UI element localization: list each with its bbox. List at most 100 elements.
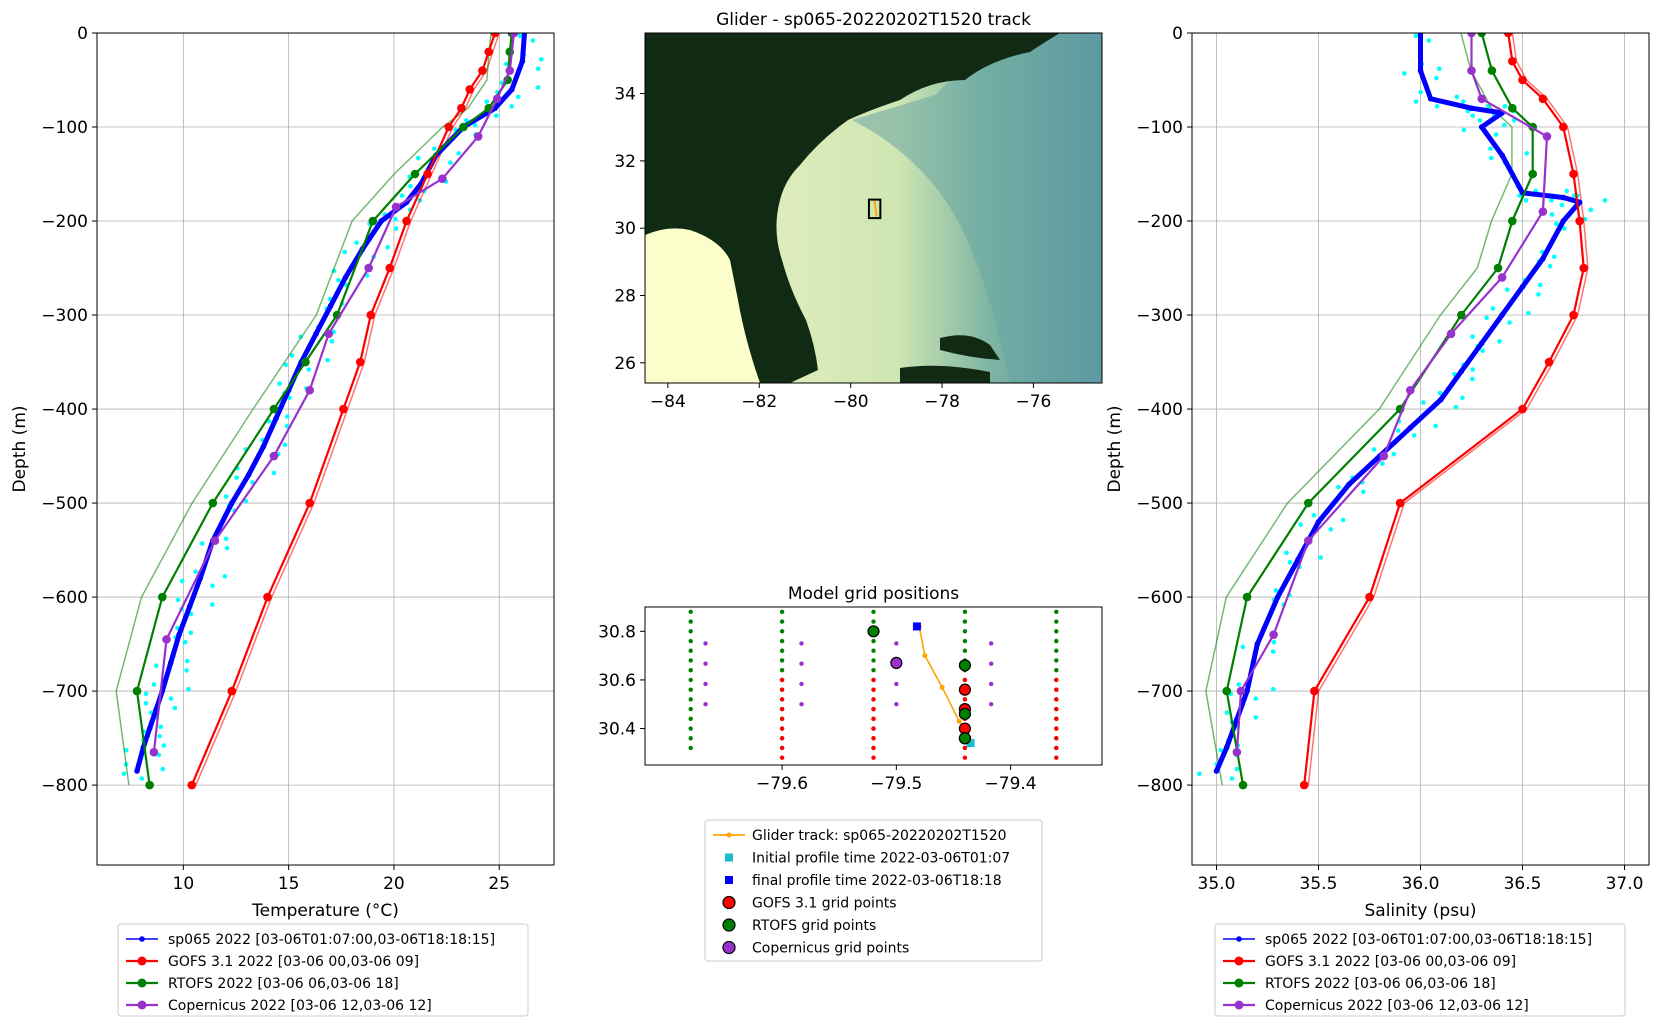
series-point: [391, 202, 401, 212]
series-point: [1487, 66, 1497, 75]
series-point: [473, 132, 483, 141]
glider-cloud-point: [1271, 686, 1276, 692]
series-point: [366, 310, 376, 320]
gofs-grid-node: [779, 726, 785, 731]
glider-cloud-point: [1224, 710, 1230, 716]
series-point: [1242, 592, 1252, 602]
glider-cloud-point: [1488, 155, 1494, 161]
x-tick-label: −78: [924, 392, 960, 412]
glider-cloud-point: [1461, 127, 1467, 133]
glider-cloud-point: [1218, 748, 1224, 753]
x-tick-label: −80: [833, 392, 869, 412]
series-line: [152, 33, 516, 753]
series-point: [149, 747, 159, 757]
series-point: [1569, 169, 1578, 179]
y-tick-label: 34: [614, 85, 636, 105]
glider-cloud-point: [143, 691, 149, 697]
series-point: [1303, 536, 1313, 545]
legend-label: Copernicus grid points: [752, 941, 909, 957]
gofs-grid-node: [779, 745, 785, 751]
glider-cloud-point: [1497, 339, 1502, 344]
y-tick-label: −100: [1136, 118, 1183, 138]
glider-cloud-point: [186, 686, 191, 692]
glider-cloud-point: [1490, 306, 1496, 311]
series-point: [1579, 263, 1589, 273]
ensemble-line: [195, 33, 500, 786]
glider-cloud-point: [160, 766, 166, 772]
series-point: [263, 592, 272, 602]
series-point: [313, 331, 319, 337]
glider-cloud-point: [393, 216, 398, 222]
glider-cloud-point: [1564, 188, 1570, 194]
glider-cloud-point: [1271, 639, 1277, 645]
series-point: [1467, 66, 1476, 75]
series-point: [324, 329, 333, 339]
series-point: [1299, 780, 1309, 790]
x-tick-label: 10: [173, 874, 195, 894]
glider-cloud-point: [1484, 315, 1489, 321]
legend-swatch-marker: [725, 853, 733, 862]
series-point: [1346, 481, 1352, 488]
legend-swatch-marker: [1234, 978, 1244, 988]
series-point: [145, 780, 154, 790]
glider-cloud-point: [153, 663, 159, 668]
glider-cloud-point: [1602, 198, 1608, 203]
x-axis-label: Salinity (psu): [1365, 901, 1477, 921]
x-tick-label: 20: [383, 874, 405, 894]
x-tick-label: 35.5: [1300, 874, 1338, 894]
series-point: [1538, 207, 1548, 216]
glider-cloud-point: [184, 668, 189, 673]
glider-cloud-point: [535, 66, 541, 72]
glider-cloud-point: [399, 193, 405, 198]
glider-cloud-point: [1454, 94, 1460, 100]
gofs-grid-node: [1054, 677, 1059, 683]
glider-cloud-point: [448, 160, 453, 166]
land-mass: [645, 33, 1060, 383]
rtofs-grid-node: [688, 726, 693, 731]
series-point: [1274, 594, 1281, 600]
glider-cloud-point: [1236, 682, 1242, 687]
gofs-point: [958, 683, 972, 696]
legend-swatch-marker: [1234, 1000, 1244, 1010]
copernicus-grid-node: [894, 702, 899, 707]
gofs-grid-node: [871, 736, 876, 741]
glider-cloud-point: [271, 470, 277, 476]
x-tick-label: 25: [488, 874, 510, 894]
copernicus-grid-node: [988, 641, 994, 646]
series-point: [167, 660, 174, 666]
series-point: [162, 635, 171, 644]
series-point: [1379, 451, 1389, 461]
legend-swatch-marker: [725, 876, 733, 884]
glider-cloud-point: [1418, 89, 1423, 95]
glider-cloud-point: [1504, 287, 1510, 292]
series-point: [1458, 368, 1465, 375]
gofs-grid-node: [779, 677, 785, 683]
gofs-grid-node: [779, 755, 785, 760]
grid-title: Model grid positions: [788, 584, 959, 604]
x-tick-label: −84: [650, 392, 686, 412]
copernicus-grid-node: [799, 681, 804, 687]
gofs-grid-node: [962, 677, 968, 683]
series-point: [1236, 686, 1246, 696]
rtofs-grid-node: [688, 658, 693, 663]
glider-cloud-point: [209, 602, 215, 607]
series-point: [1295, 556, 1301, 563]
series-point: [1518, 75, 1527, 85]
rtofs-grid-node: [1054, 668, 1059, 673]
glider-cloud-point: [1502, 104, 1508, 109]
legend-label: GOFS 3.1 grid points: [752, 896, 897, 912]
gofs-grid-node: [1054, 697, 1059, 702]
legend-label: RTOFS grid points: [752, 918, 876, 934]
glider-cloud-point: [1559, 202, 1565, 208]
glider-cloud-point: [1328, 527, 1334, 532]
glider-cloud-point: [1470, 367, 1475, 372]
glider-track-line: [873, 200, 878, 217]
glider-cloud-point: [172, 705, 178, 711]
rtofs-grid-node: [688, 668, 693, 673]
salinity-profile-panel: 35.0 35.5 36.0 36.5 37.0 0 −100 −200 −300 −400 −50…: [1105, 24, 1650, 921]
series-point: [402, 216, 411, 226]
legend-swatch-marker: [137, 956, 147, 966]
gofs-grid-node: [871, 677, 876, 683]
gofs-grid-node: [1054, 716, 1059, 722]
x-tick-label: 15: [278, 874, 300, 894]
